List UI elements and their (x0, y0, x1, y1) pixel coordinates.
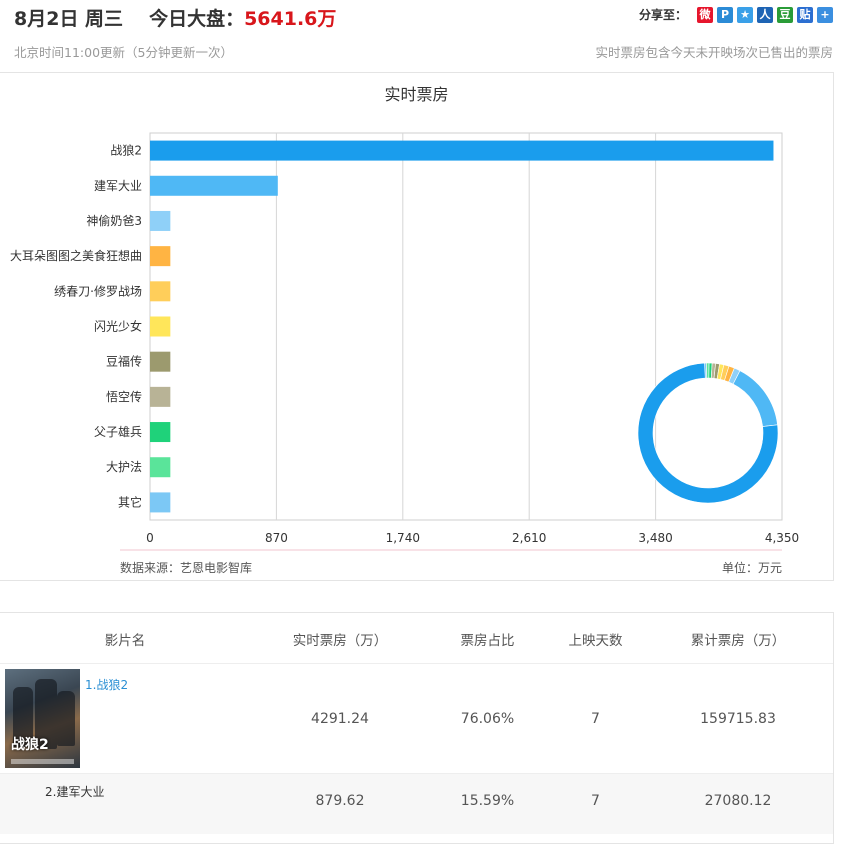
bar (150, 386, 171, 407)
bar (150, 492, 171, 513)
data-source: 数据来源：艺恩电影智库 (120, 561, 253, 575)
total-label: 今日大盘： (149, 8, 245, 30)
bar (150, 175, 278, 196)
renren-icon[interactable]: 人 (757, 6, 773, 23)
bar (150, 281, 171, 302)
tieba-icon[interactable]: 贴 (797, 6, 813, 23)
category-label: 绣春刀·修罗战场 (54, 283, 142, 298)
cell-total-box: 159715.83 (700, 711, 776, 727)
bar (150, 422, 171, 443)
category-label: 大耳朵图图之美食狂想曲 (10, 248, 142, 263)
category-label: 悟空传 (106, 389, 142, 404)
douban-icon[interactable]: 豆 (777, 6, 793, 23)
cell-days: 7 (591, 793, 600, 809)
cell-ratio: 76.06% (460, 711, 515, 727)
category-label: 大护法 (106, 460, 142, 474)
x-tick-label: 1,740 (386, 531, 420, 545)
category-label: 其它 (118, 494, 142, 509)
x-tick-label: 4,350 (765, 531, 799, 545)
table-row: 战狼2 1.战狼2 4291.24 76.06% 7 159715.83 (0, 664, 833, 774)
x-tick-label: 870 (265, 531, 288, 545)
table-row: 2.建军大业 879.62 15.59% 7 27080.12 (0, 774, 833, 834)
category-label: 父子雄兵 (94, 424, 142, 439)
chart-title: 实时票房 (384, 85, 449, 104)
bar (150, 457, 171, 478)
cell-realtime-box: 4291.24 (311, 711, 369, 727)
header-film: 影片名 (104, 633, 146, 649)
donut-slice (637, 362, 779, 504)
bar (150, 140, 774, 161)
page-header: 8月2日 周三 今日大盘：5641.6万 分享至： 微 P ★ 人豆贴 + (0, 0, 845, 40)
header-ratio: 票房占比 (460, 633, 515, 649)
category-label: 闪光少女 (94, 319, 142, 334)
cell-days: 7 (591, 711, 600, 727)
film-poster[interactable]: 战狼2 (5, 669, 80, 768)
bar (150, 351, 171, 372)
date-and-total: 8月2日 周三 今日大盘：5641.6万 (14, 4, 336, 31)
poster-title: 战狼2 (11, 737, 49, 753)
cell-ratio: 15.59% (460, 793, 515, 809)
weibo-icon[interactable]: 微 (697, 6, 713, 23)
film-link-founding-army[interactable]: 2.建军大业 (45, 785, 105, 799)
unit-label: 单位：万元 (722, 561, 783, 575)
donut-slice (732, 370, 778, 427)
realtime-chart-panel: 实时票房 0 870 1,740 2,610 3,480 4,350 战狼2 建军大业神偷奶爸… (0, 72, 834, 581)
header-days: 上映天数 (568, 633, 623, 649)
x-tick-label: 2,610 (512, 531, 546, 545)
header-realtime-box: 实时票房（万） (292, 633, 388, 649)
header-total-box: 累计票房（万） (690, 633, 786, 649)
film-link-wolf-warrior-2[interactable]: 1.战狼2 (85, 678, 129, 692)
table-header: 影片名 实时票房（万） 票房占比 上映天数 累计票房（万） (0, 613, 833, 664)
category-label: 战狼2 (110, 143, 142, 158)
category-label: 神偷奶爸3 (86, 213, 142, 228)
x-tick-label: 0 (146, 531, 154, 545)
share-label: 分享至： (638, 8, 687, 22)
qq-icon[interactable]: ★ (737, 6, 753, 23)
more-share-icon[interactable]: + (817, 6, 833, 23)
category-label: 建军大业 (94, 179, 142, 193)
box-office-table: 影片名 实时票房（万） 票房占比 上映天数 累计票房（万） 战狼2 1.战狼2 … (0, 612, 834, 844)
date-label: 8月2日 周三 (14, 8, 124, 30)
cell-total-box: 27080.12 (704, 793, 772, 809)
category-label: 豆福传 (106, 354, 142, 369)
x-tick-label: 3,480 (638, 531, 672, 545)
share-bar: 分享至： 微 P ★ 人豆贴 + (639, 6, 833, 23)
cell-realtime-box: 879.62 (315, 793, 365, 809)
bar (150, 316, 171, 337)
qzone-icon[interactable]: P (717, 6, 733, 23)
bar (150, 210, 171, 231)
total-box-office: 5641.6万 (244, 8, 337, 30)
bar (150, 246, 171, 267)
box-office-note: 实时票房包含今天未开映场次已售出的票房 (595, 45, 833, 60)
update-note: 北京时间11:00更新（5分钟更新一次） (14, 45, 233, 60)
